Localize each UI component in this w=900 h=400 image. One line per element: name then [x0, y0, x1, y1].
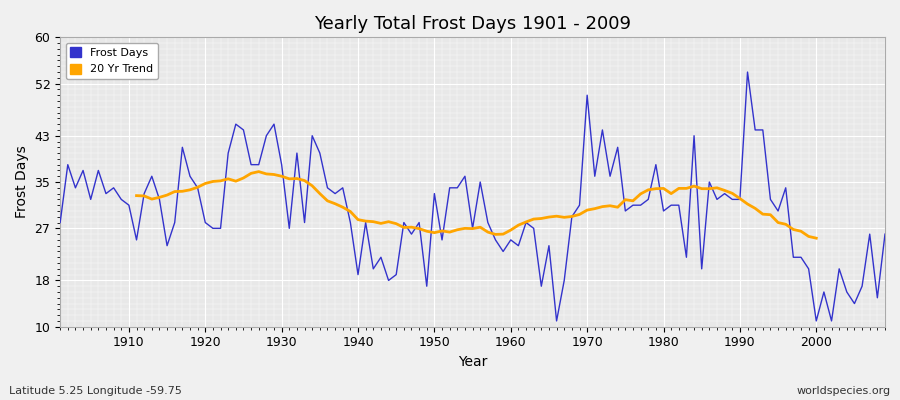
Y-axis label: Frost Days: Frost Days — [15, 146, 29, 218]
Legend: Frost Days, 20 Yr Trend: Frost Days, 20 Yr Trend — [66, 43, 158, 79]
Title: Yearly Total Frost Days 1901 - 2009: Yearly Total Frost Days 1901 - 2009 — [314, 15, 631, 33]
X-axis label: Year: Year — [458, 355, 487, 369]
Text: worldspecies.org: worldspecies.org — [796, 386, 891, 396]
Text: Latitude 5.25 Longitude -59.75: Latitude 5.25 Longitude -59.75 — [9, 386, 182, 396]
